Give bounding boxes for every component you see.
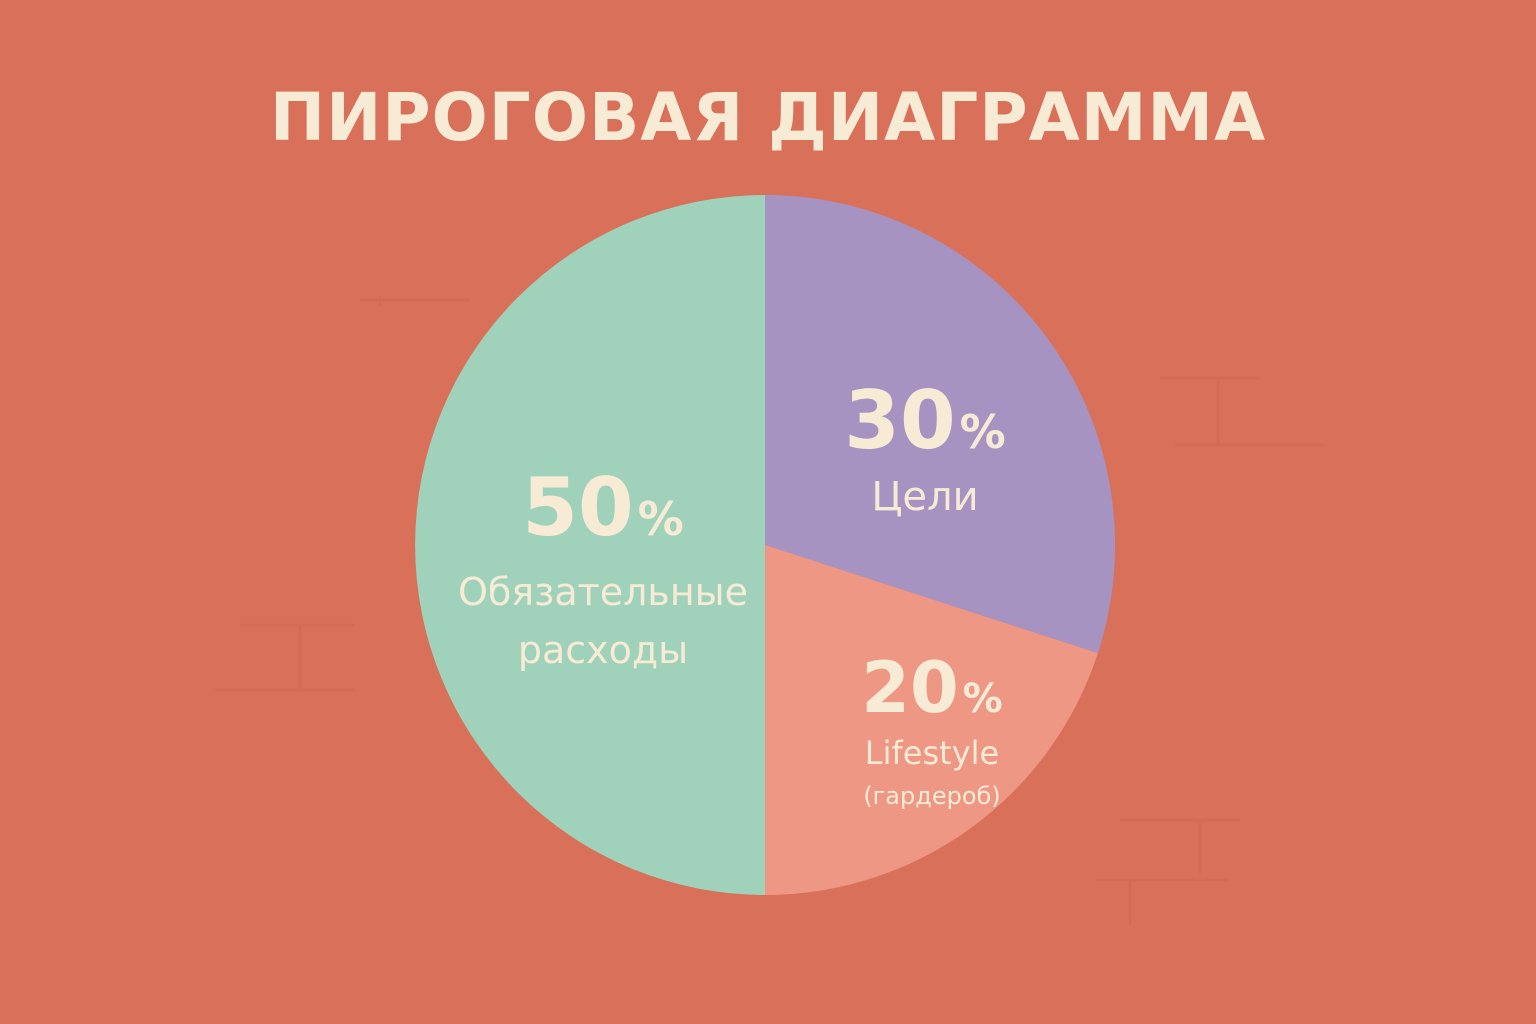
slice-percent-value: 30	[844, 374, 955, 467]
pie-slices	[415, 195, 1115, 895]
pie-labels: 30% Цели 20 % Lifestyle (гардероб) 50% Обязател…	[458, 374, 1006, 810]
slice-percent-label: 50%	[522, 461, 683, 554]
pie-slice-0	[765, 195, 1115, 654]
slice-label-group-0: 30% Цели	[844, 374, 1005, 520]
slice-percent-sign: %	[638, 492, 684, 546]
slice-percent-sign: %	[963, 676, 1003, 722]
pie-slice-2	[415, 195, 765, 895]
slice-label-group-1: 20 % Lifestyle (гардероб)	[861, 647, 1003, 810]
chart-title: ПИРОГОВАЯ ДИАГРАММА	[269, 79, 1267, 156]
slice-category-label: Цели	[871, 474, 978, 520]
slice-percent-sign: %	[960, 405, 1006, 459]
slice-category-label: (гардероб)	[863, 782, 1000, 810]
slice-label-group-2: 50% Обязательные расходы	[458, 461, 748, 672]
slice-percent-label: 20%	[861, 647, 1003, 729]
pie-slice-1	[765, 545, 1098, 895]
slice-category-label: расходы	[518, 628, 688, 672]
slice-percent-value: 50	[522, 461, 633, 554]
slice-category-label: Обязательные	[458, 570, 748, 614]
slice-percent-value: 20	[861, 647, 958, 729]
slice-category-label: Lifestyle	[865, 734, 999, 772]
slice-percent-label: 30%	[844, 374, 1005, 467]
